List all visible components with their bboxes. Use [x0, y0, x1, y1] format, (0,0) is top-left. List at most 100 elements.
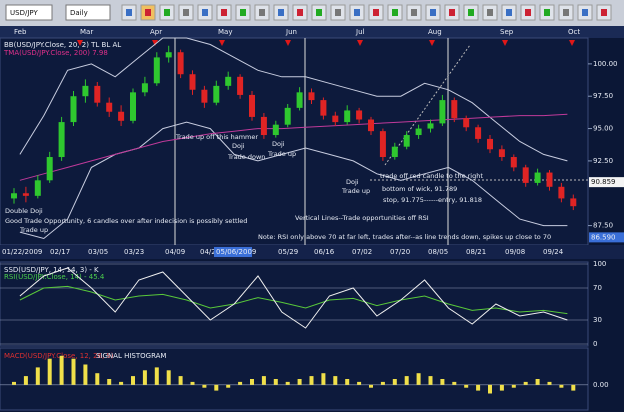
date-label: 03/05	[88, 248, 108, 256]
candle-body	[403, 135, 410, 147]
signal-arrow	[152, 40, 158, 46]
histogram-bar	[345, 379, 350, 385]
price-marker	[589, 232, 624, 243]
histogram-bar	[83, 364, 88, 385]
candle-body	[451, 100, 458, 119]
candle-body	[82, 85, 89, 97]
month-strip	[0, 26, 624, 38]
rsi-line	[19, 285, 568, 315]
candle-body	[94, 85, 101, 103]
toolbar-icon	[297, 9, 303, 16]
price-marker-label: 90.859	[591, 178, 616, 186]
histogram-bar	[226, 384, 231, 388]
toolbar-icons	[121, 4, 612, 21]
histogram-bar	[154, 367, 159, 385]
candle-body	[189, 74, 196, 90]
month-label: Mar	[80, 28, 93, 36]
candle-body	[22, 193, 29, 196]
toolbar-icon	[164, 9, 170, 16]
oscillator-panel	[0, 261, 589, 347]
histogram-bar	[404, 376, 409, 385]
toolbar-icon	[487, 9, 493, 16]
y-tick-label: 95.00	[593, 125, 613, 133]
toolbar-icon	[335, 9, 341, 16]
date-label: 05/06/2009	[216, 248, 256, 256]
histogram-bar	[142, 370, 147, 385]
candle-body	[356, 110, 363, 120]
date-label: 08/05	[428, 248, 448, 256]
histogram-bar	[476, 384, 481, 391]
annotation: stop, 91.775------entry, 91.818	[383, 196, 482, 204]
signal-arrow	[569, 40, 575, 46]
y-tick-label: 87.50	[593, 222, 613, 230]
histogram-bar	[202, 384, 207, 388]
histogram-bar	[273, 379, 278, 385]
annotation: Trade down	[227, 153, 265, 161]
toolbar-icon	[411, 9, 417, 16]
histogram-bar	[380, 381, 385, 385]
month-label: Oct	[568, 28, 580, 36]
toolbar-icon	[373, 9, 379, 16]
period-select[interactable]	[65, 4, 111, 21]
histogram-bar	[511, 384, 516, 388]
toolbar-icon	[354, 9, 360, 16]
date-label: 07/02	[352, 248, 372, 256]
month-label: May	[218, 28, 232, 36]
signal-arrow	[502, 40, 508, 46]
annotation: Good Trade Opportunity, 6 candles over a…	[5, 217, 247, 225]
y-tick-label: 0	[593, 340, 597, 348]
month-label: Sep	[500, 28, 514, 36]
candle-body	[34, 180, 41, 196]
indicator-legend: TMA(USD/JPY.Close, 200) 7.98	[3, 49, 108, 57]
histogram-bar	[214, 384, 219, 391]
date-label: 08/21	[466, 248, 486, 256]
candle-body	[510, 157, 517, 168]
toolbar-icon	[525, 9, 531, 16]
histogram-bar	[309, 376, 314, 385]
toolbar-icon	[601, 9, 607, 16]
histogram-bar	[71, 358, 76, 385]
histogram-bar	[131, 376, 135, 385]
date-label: 03/23	[124, 248, 144, 256]
date-highlight	[214, 247, 252, 257]
histogram-bar	[523, 381, 528, 385]
date-label: 09/08	[505, 248, 525, 256]
indicator-legend: SSD(USD/JPY, 14, 14, 3) - K	[4, 266, 99, 274]
price-marker	[589, 177, 624, 188]
upper-band	[19, 37, 568, 162]
candle-body	[368, 119, 374, 132]
toolbar-icon	[316, 9, 322, 16]
histogram-bar	[238, 381, 243, 385]
toolbar-icon	[544, 9, 550, 16]
symbol-select[interactable]	[5, 4, 53, 21]
histogram-bar	[119, 381, 124, 385]
histogram-bar	[23, 376, 28, 385]
signal-arrow	[429, 40, 435, 46]
histogram-bar	[190, 381, 195, 385]
indicator-legend: BB(USD/JPY.Close, 20, 2) TL BL AL	[4, 41, 121, 49]
month-label: Apr	[150, 28, 162, 36]
toolbar-icon	[145, 9, 151, 16]
indicator-legend: RSI(USD/JPY.Close, 14) - 45.4	[4, 273, 105, 281]
month-label: Aug	[428, 28, 442, 36]
candle-body	[70, 96, 77, 123]
y-tick-label: 100.00	[593, 60, 618, 68]
histogram-bar	[107, 379, 112, 385]
signal-arrow	[285, 40, 291, 46]
dotted-line	[384, 44, 471, 166]
indicator-legend: SIGNAL HISTOGRAM	[96, 352, 166, 360]
toolbar-icon	[468, 9, 474, 16]
candle-body	[308, 92, 315, 101]
candle-body	[46, 157, 53, 181]
toolbar: USD/JPY Daily	[0, 0, 624, 26]
histogram-bar	[416, 373, 421, 385]
annotation: Trade up off this hammer	[175, 133, 258, 141]
annotation: Vertical Lines--Trade opportunities off …	[295, 214, 429, 222]
date-label: 05/29	[278, 248, 298, 256]
histogram-bar	[452, 381, 457, 385]
y-tick-label: 92.50	[593, 157, 613, 165]
date-label: 02/17	[50, 248, 70, 256]
annotation: Double Doji	[5, 207, 43, 215]
candle-body	[130, 92, 136, 121]
histogram-bar	[464, 384, 469, 388]
